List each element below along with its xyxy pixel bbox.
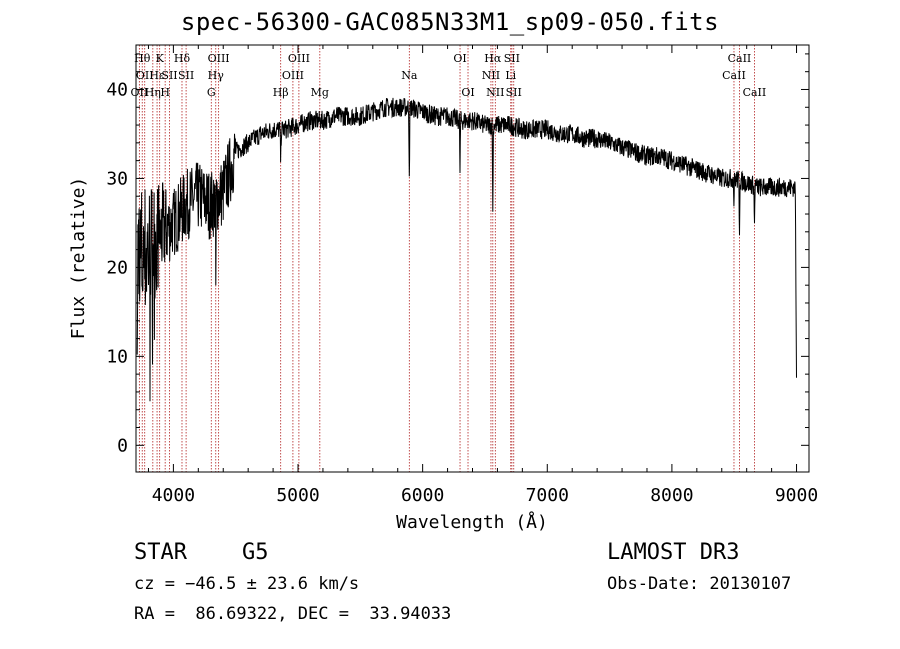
line-label: Hδ xyxy=(174,52,191,65)
survey-name: LAMOST DR3 xyxy=(607,540,740,565)
chart-title: spec-56300-GAC085N33M1_sp09-050.fits xyxy=(180,8,720,36)
obs-date: Obs-Date: 20130107 xyxy=(607,574,792,594)
x-tick-label: 8000 xyxy=(650,485,693,506)
line-label: OIII xyxy=(288,52,310,65)
line-label: Hβ xyxy=(273,86,289,99)
emission-line-labels: OIIHθOIIHηHεKHSIIHδSIIGHγOIIIHβOIIIOIIIM… xyxy=(131,52,767,99)
line-label: OIII xyxy=(282,69,304,82)
y-tick-label: 30 xyxy=(106,168,128,189)
axis-ticks: 4000 5000 6000 7000 8000 9000 0 10 20 30 40 xyxy=(106,45,818,506)
spectrum-line xyxy=(136,97,797,402)
redshift-cz: cz = −46.5 ± 23.6 km/s xyxy=(134,574,360,594)
plot-frame xyxy=(135,44,810,473)
y-tick-label: 0 xyxy=(117,435,128,456)
line-label: CaII xyxy=(728,52,752,65)
x-tick-label: 5000 xyxy=(276,485,319,506)
x-tick-label: 4000 xyxy=(152,485,195,506)
line-label: Li xyxy=(505,69,516,82)
x-tick-label: 6000 xyxy=(401,485,444,506)
y-axis-label: Flux (relative) xyxy=(68,177,89,340)
object-type: STAR xyxy=(134,540,187,565)
line-label: SII xyxy=(504,52,520,65)
y-tick-label: 20 xyxy=(106,257,128,278)
y-tick-label: 10 xyxy=(106,346,128,367)
line-label: OI xyxy=(453,52,466,65)
line-label: Hε xyxy=(149,69,165,82)
line-label: NII xyxy=(482,69,500,82)
ra-dec: RA = 86.69322, DEC = 33.94033 xyxy=(134,604,452,624)
x-tick-label: 9000 xyxy=(775,485,818,506)
object-subclass: G5 xyxy=(242,540,269,565)
line-label: G xyxy=(207,86,216,99)
line-label: SII xyxy=(506,86,522,99)
line-label: OII xyxy=(131,86,149,99)
line-label: Hγ xyxy=(208,69,225,82)
line-label: SII xyxy=(161,69,177,82)
line-label: Hθ xyxy=(134,52,151,65)
line-label: Hη xyxy=(145,86,161,99)
line-label: CaII xyxy=(743,86,767,99)
line-label: OI xyxy=(461,86,474,99)
line-label: Hα xyxy=(484,52,502,65)
y-tick-label: 40 xyxy=(106,79,128,100)
line-label: OIII xyxy=(208,52,230,65)
line-label: NII xyxy=(486,86,504,99)
line-label: H xyxy=(160,86,170,99)
line-label: Mg xyxy=(311,86,329,99)
line-label: OII xyxy=(136,69,154,82)
line-label: Na xyxy=(401,69,418,82)
x-axis-label: Wavelength (Å) xyxy=(396,511,548,533)
line-label: CaII xyxy=(722,69,746,82)
line-label: K xyxy=(156,52,165,65)
line-label: SII xyxy=(178,69,194,82)
x-tick-label: 7000 xyxy=(526,485,569,506)
